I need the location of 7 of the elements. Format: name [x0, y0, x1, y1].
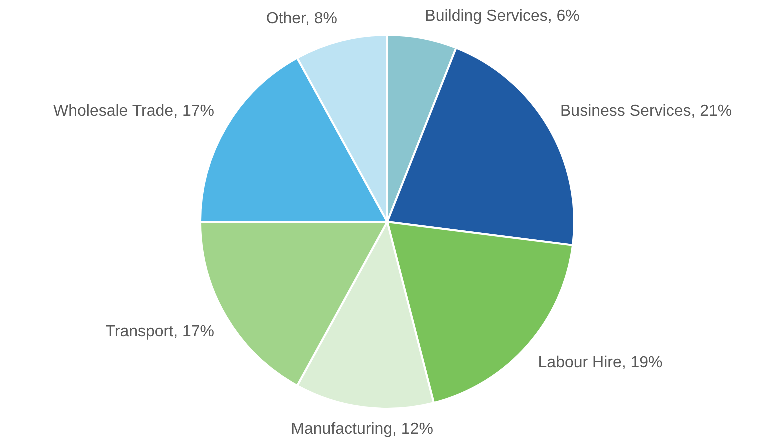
slice-label: Transport, 17% [106, 324, 214, 341]
slice-label: Labour Hire, 19% [538, 354, 663, 372]
slice-label: Other, 8% [266, 10, 338, 28]
slice-label: Building Services, 6% [425, 8, 580, 25]
slice-label: Manufacturing, 12% [291, 420, 434, 438]
slice-label: Business Services, 21% [560, 103, 732, 120]
slice-label: Wholesale Trade, 17% [54, 103, 214, 120]
